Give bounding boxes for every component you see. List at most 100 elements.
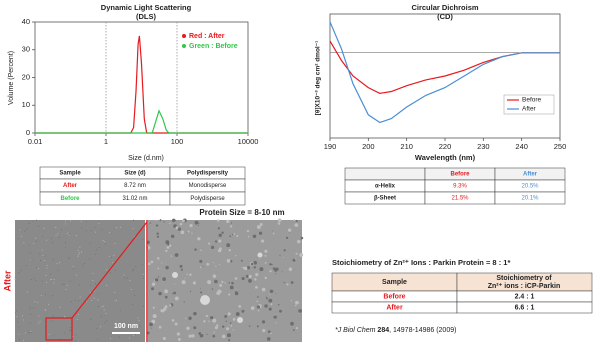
texture-dot xyxy=(236,234,239,237)
data-line xyxy=(35,35,248,134)
texture-dot xyxy=(221,334,226,339)
texture-dot xyxy=(53,279,55,281)
texture-dot xyxy=(119,226,121,228)
texture-dot xyxy=(114,291,116,293)
texture-dot xyxy=(130,288,132,290)
texture-dot xyxy=(42,255,44,257)
texture-dot xyxy=(188,334,192,338)
texture-dot xyxy=(94,227,96,229)
texture-dot xyxy=(216,324,219,327)
texture-dot xyxy=(141,264,143,266)
texture-dot xyxy=(114,324,116,326)
texture-dot xyxy=(105,312,107,314)
texture-dot xyxy=(143,223,145,225)
legend-label: Green : Before xyxy=(189,43,238,50)
texture-dot xyxy=(226,333,231,338)
texture-dot xyxy=(112,261,114,263)
texture-dot xyxy=(250,262,254,266)
texture-dot xyxy=(259,267,264,272)
texture-dot xyxy=(228,293,231,296)
texture-dot xyxy=(274,314,276,316)
texture-dot xyxy=(229,235,232,238)
texture-dot xyxy=(55,235,57,237)
texture-dot xyxy=(233,233,236,235)
texture-dot xyxy=(85,230,87,232)
table-text: 8.72 nm xyxy=(124,183,146,189)
texture-dot xyxy=(232,329,234,331)
texture-dot xyxy=(169,244,172,247)
x-tick-label: 250 xyxy=(554,142,567,151)
texture-dot xyxy=(162,307,167,311)
texture-dot xyxy=(143,275,145,277)
texture-dot xyxy=(133,219,135,221)
texture-dot xyxy=(35,237,37,239)
texture-dot xyxy=(37,322,39,324)
texture-dot xyxy=(132,270,134,272)
texture-dot xyxy=(252,234,257,239)
texture-dot xyxy=(39,320,41,322)
texture-dot xyxy=(23,242,25,244)
texture-dot xyxy=(155,224,159,227)
texture-dot xyxy=(270,332,272,335)
texture-dot xyxy=(221,325,225,328)
texture-dot xyxy=(290,321,294,326)
texture-dot xyxy=(64,316,66,318)
texture-dot xyxy=(245,274,249,278)
texture-dot xyxy=(129,280,131,282)
texture-dot xyxy=(212,334,216,338)
legend-marker xyxy=(182,34,186,38)
x-tick-label: 200 xyxy=(362,142,375,151)
texture-dot xyxy=(281,271,283,273)
x-tick-label: 240 xyxy=(515,142,528,151)
texture-dot xyxy=(155,219,157,221)
texture-dot xyxy=(246,266,251,270)
texture-dot xyxy=(256,305,261,309)
texture-dot xyxy=(290,299,292,301)
texture-dot xyxy=(200,332,202,334)
texture-dot xyxy=(198,225,200,227)
texture-dot xyxy=(17,238,19,240)
footnote-part: 284 xyxy=(377,327,389,334)
texture-dot xyxy=(86,301,88,303)
texture-dot xyxy=(264,261,267,264)
chart-title: Circular Dichroism xyxy=(411,3,478,12)
texture-dot xyxy=(214,240,218,243)
texture-dot xyxy=(20,269,22,271)
texture-dot xyxy=(199,266,202,269)
texture-dot xyxy=(217,249,222,253)
texture-dot xyxy=(288,267,293,271)
texture-dot xyxy=(287,228,292,232)
texture-dot xyxy=(212,261,214,263)
texture-dot xyxy=(296,239,301,244)
texture-dot xyxy=(59,306,61,308)
table-text: Sample xyxy=(382,279,407,286)
y-tick-label: 20 xyxy=(22,72,30,81)
texture-dot xyxy=(279,254,281,256)
texture-dot xyxy=(210,316,214,320)
texture-dot xyxy=(102,240,104,242)
texture-dot xyxy=(286,283,289,286)
texture-dot xyxy=(205,314,209,318)
texture-dot xyxy=(298,309,302,313)
texture-dot xyxy=(95,231,97,233)
texture-dot xyxy=(273,315,277,319)
texture-dot xyxy=(277,304,280,306)
texture-dot xyxy=(219,263,221,265)
particle xyxy=(172,272,178,278)
texture-dot xyxy=(206,333,208,335)
y-tick-label: 0 xyxy=(26,128,30,137)
table-text: 20.1% xyxy=(521,196,539,202)
table-cell xyxy=(344,167,426,181)
texture-dot xyxy=(68,257,70,259)
x-tick-label: 190 xyxy=(324,142,337,151)
texture-dot xyxy=(265,296,268,299)
texture-dot xyxy=(55,226,57,228)
texture-dot xyxy=(217,289,222,294)
texture-dot xyxy=(226,243,231,248)
texture-dot xyxy=(68,234,70,236)
texture-dot xyxy=(30,332,32,334)
texture-dot xyxy=(128,337,130,339)
texture-dot xyxy=(173,291,176,295)
texture-dot xyxy=(257,296,259,298)
texture-dot xyxy=(65,241,67,243)
